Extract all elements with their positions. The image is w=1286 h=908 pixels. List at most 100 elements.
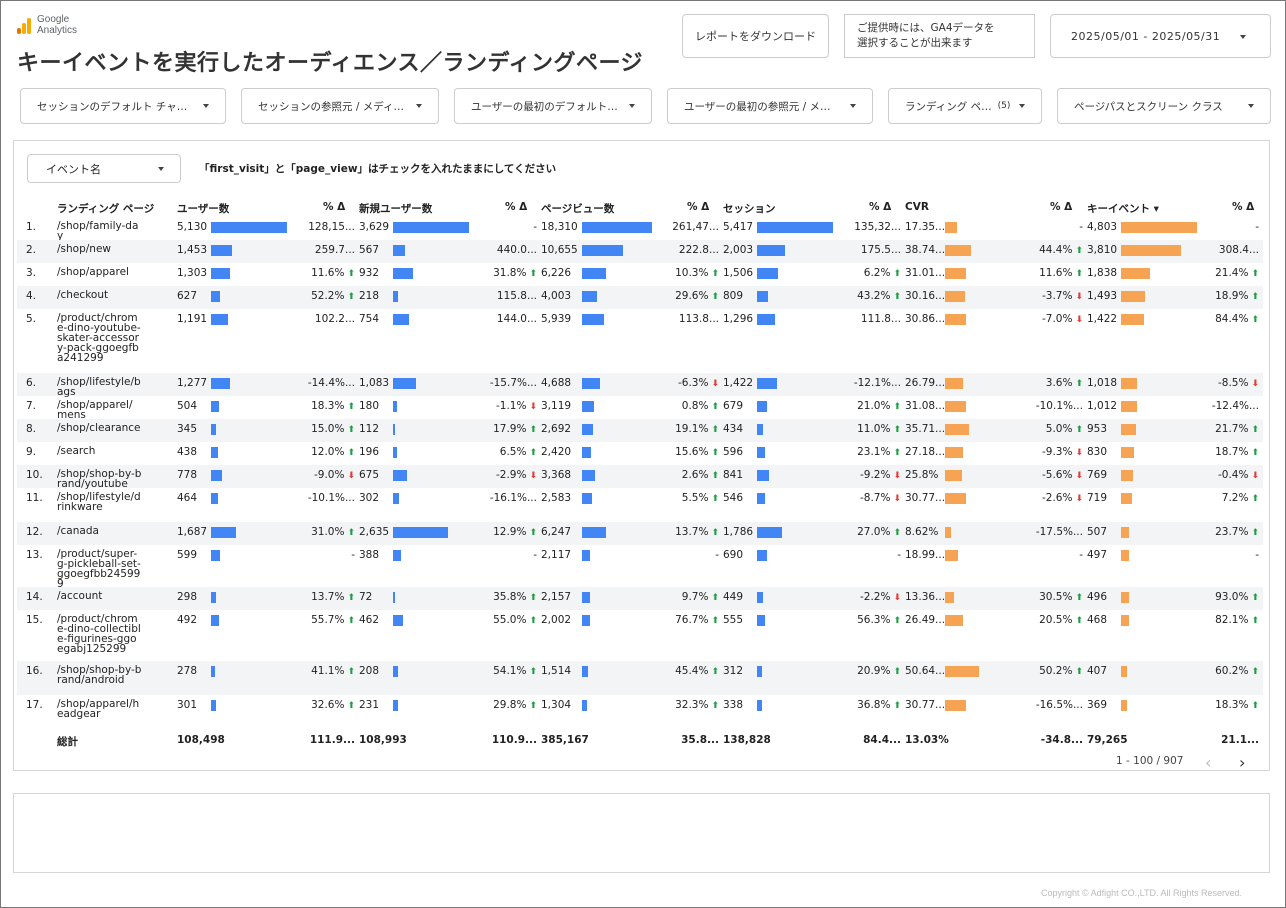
col-landing-page[interactable]: ランディング ページ bbox=[57, 203, 155, 215]
filter-session-source-medium[interactable]: セッションの参照元 / メディ… bbox=[241, 88, 439, 124]
table-row[interactable]: 7./shop/apparel/mens 504 18.3% ⬆ 180 -1.1% ⬇ 3,… bbox=[17, 396, 1263, 421]
analytics-bars-icon bbox=[17, 18, 33, 34]
row-cvr-bar bbox=[945, 424, 969, 435]
col-users[interactable]: ユーザー数 bbox=[177, 203, 230, 215]
row-pageviews-bar bbox=[582, 268, 606, 279]
filter-page-path-screen-class[interactable]: ページパスとスクリーン クラス bbox=[1057, 88, 1271, 124]
row-key-events-delta: 18.3% ⬆ bbox=[1177, 699, 1259, 711]
row-key-events-value: 497 bbox=[1087, 549, 1108, 561]
delta-value: 54.1% bbox=[493, 665, 527, 677]
row-users-delta: -9.0% ⬇ bbox=[267, 469, 355, 481]
table-row[interactable]: 12./canada 1,687 31.0% ⬆ 2,635 12.9% ⬆ 6,247 13.… bbox=[17, 522, 1263, 545]
logo-line-2: Analytics bbox=[37, 25, 78, 36]
delta-value: -14.4%... bbox=[307, 377, 355, 389]
delta-value: 15.0% bbox=[311, 423, 345, 435]
table-row[interactable]: 9./search 438 12.0% ⬆ 196 6.5% ⬆ 2,420 15.6% ⬆ 596… bbox=[17, 442, 1263, 465]
delta-value: 259.7... bbox=[314, 244, 355, 256]
col-pageviews[interactable]: ページビュー数 bbox=[541, 203, 615, 215]
col-key-events-delta[interactable]: % Δ bbox=[1232, 201, 1255, 213]
table-row[interactable]: 11. /shop/lifestyle/drinkware 464 -10.1%...… bbox=[17, 488, 1263, 522]
filter-first-user-source-medium[interactable]: ユーザーの最初の参照元 / メ… bbox=[667, 88, 873, 124]
delta-value: 18.3% bbox=[1215, 699, 1249, 711]
row-new-users-delta: 29.8% ⬆ bbox=[449, 699, 537, 711]
row-rank: 5. bbox=[26, 313, 37, 325]
arrow-up-icon: ⬆ bbox=[1251, 528, 1259, 538]
row-new-users-delta: 31.8% ⬆ bbox=[449, 267, 537, 279]
download-report-button[interactable]: レポートをダウンロード bbox=[682, 14, 829, 58]
delta-value: - bbox=[533, 221, 537, 233]
delta-value: 222.8... bbox=[678, 244, 719, 256]
arrow-up-icon: ⬆ bbox=[711, 494, 719, 504]
row-pageviews-value: 3,119 bbox=[541, 400, 572, 412]
delta-value: 115.8... bbox=[496, 290, 537, 302]
previous-page-icon[interactable]: ‹ bbox=[1205, 753, 1212, 772]
col-new-users[interactable]: 新規ユーザー数 bbox=[359, 203, 433, 215]
row-rank: 6. bbox=[26, 377, 37, 389]
delta-value: 6.2% bbox=[863, 267, 891, 279]
event-name-filter[interactable]: イベント名 bbox=[27, 154, 181, 183]
table-row[interactable]: 2. /shop/new 1,453 259.7... 567 440.0... 10,65… bbox=[17, 240, 1263, 263]
col-sessions[interactable]: セッション bbox=[723, 203, 776, 215]
col-users-delta[interactable]: % Δ bbox=[323, 201, 346, 213]
arrow-down-icon: ⬇ bbox=[711, 379, 719, 389]
delta-value: 31.0% bbox=[311, 526, 345, 538]
row-cvr-delta: 30.5% ⬆ bbox=[995, 591, 1083, 603]
delta-value: 52.2% bbox=[311, 290, 345, 302]
row-cvr-delta: - bbox=[995, 221, 1083, 233]
table-row[interactable]: 13. /product/super-g-pickleball-set-ggoeg… bbox=[17, 545, 1263, 590]
delta-value: 60.2% bbox=[1215, 665, 1249, 677]
col-key-events[interactable]: キーイベント ▾ bbox=[1087, 203, 1159, 215]
row-pageviews-bar bbox=[582, 424, 593, 435]
delta-value: 35.8% bbox=[493, 591, 527, 603]
row-key-events-value: 1,493 bbox=[1087, 290, 1118, 302]
table-row[interactable]: 15. /product/chrome-dino-collectible-figu… bbox=[17, 610, 1263, 661]
row-cvr-bar bbox=[945, 314, 966, 325]
filter-session-default-channel[interactable]: セッションのデフォルト チャ… bbox=[20, 88, 226, 124]
arrow-up-icon: ⬆ bbox=[347, 448, 355, 458]
data-table: ランディング ページ ユーザー数 % Δ 新規ユーザー数 % Δ ページビュー数… bbox=[17, 197, 1263, 753]
row-landing-page: /account bbox=[57, 590, 103, 602]
row-key-events-bar bbox=[1121, 424, 1136, 435]
row-rank: 9. bbox=[26, 446, 37, 458]
row-users-value: 504 bbox=[177, 400, 198, 412]
table-row[interactable]: 8./shop/clearance 345 15.0% ⬆ 112 17.9% ⬆ 2,692… bbox=[17, 419, 1263, 442]
table-row[interactable]: 1./shop/family-day 5,130 128,15... 3,629-18… bbox=[17, 217, 1263, 242]
col-sessions-delta[interactable]: % Δ bbox=[869, 201, 892, 213]
table-row[interactable]: 3./shop/apparel 1,303 11.6% ⬆ 932 31.8% ⬆ 6,226… bbox=[17, 263, 1263, 286]
delta-value: 93.0% bbox=[1215, 591, 1249, 603]
arrow-up-icon: ⬆ bbox=[529, 269, 537, 279]
row-key-events-value: 769 bbox=[1087, 469, 1108, 481]
col-cvr-delta[interactable]: % Δ bbox=[1050, 201, 1073, 213]
table-row[interactable]: 17./shop/apparel/headgear 301 32.6% ⬆ 231 29.… bbox=[17, 695, 1263, 720]
row-users-delta: -10.1%... bbox=[267, 492, 355, 504]
filter-landing-page[interactable]: ランディング ペ… (5) bbox=[888, 88, 1042, 124]
table-row[interactable]: 4./checkout 627 52.2% ⬆ 218 115.8... 4,003 29.6… bbox=[17, 286, 1263, 309]
row-cvr-value: 30.16... bbox=[905, 290, 946, 302]
col-pageviews-delta[interactable]: % Δ bbox=[687, 201, 710, 213]
row-sessions-bar bbox=[757, 666, 762, 677]
delta-value: 13.7% bbox=[675, 526, 709, 538]
totals-pageviews-delta: 35.8... bbox=[681, 734, 719, 746]
date-range-picker[interactable]: 2025/05/01 - 2025/05/31 bbox=[1050, 14, 1271, 58]
table-row[interactable]: 10./shop/shop-by-brand/youtube 778 -9.0% ⬇ 6… bbox=[17, 465, 1263, 489]
delta-value: 76.7% bbox=[675, 614, 709, 626]
empty-panel bbox=[13, 793, 1270, 873]
table-row[interactable]: 6. /shop/lifestyle/bags 1,277 -14.4%... 1,08… bbox=[17, 373, 1263, 397]
row-pageviews-delta: 0.8% ⬆ bbox=[631, 400, 719, 412]
row-key-events-delta: 21.7% ⬆ bbox=[1177, 423, 1259, 435]
delta-value: 56.3% bbox=[857, 614, 891, 626]
col-new-users-delta[interactable]: % Δ bbox=[505, 201, 528, 213]
copyright: Copyright © Adfight CO.,LTD. All Rights … bbox=[1041, 888, 1243, 898]
row-pageviews-delta: 9.7% ⬆ bbox=[631, 591, 719, 603]
table-row[interactable]: 16./shop/shop-by-brand/android 278 41.1% ⬆ 2… bbox=[17, 661, 1263, 695]
table-row[interactable]: 14./account 298 13.7% ⬆ 72 35.8% ⬆ 2,157 9.7% ⬆ 44… bbox=[17, 587, 1263, 610]
delta-value: 5.0% bbox=[1045, 423, 1073, 435]
filter-first-user-default-channel[interactable]: ユーザーの最初のデフォルト… bbox=[454, 88, 652, 124]
delta-value: 43.2% bbox=[857, 290, 891, 302]
next-page-icon[interactable]: › bbox=[1239, 753, 1246, 772]
row-key-events-value: 1,018 bbox=[1087, 377, 1118, 389]
col-cvr[interactable]: CVR bbox=[905, 201, 929, 213]
delta-value: -10.1%... bbox=[1035, 400, 1083, 412]
row-cvr-delta: 5.0% ⬆ bbox=[995, 423, 1083, 435]
table-row[interactable]: 5. /product/chrome-dino-youtube-skater-ac… bbox=[17, 309, 1263, 373]
